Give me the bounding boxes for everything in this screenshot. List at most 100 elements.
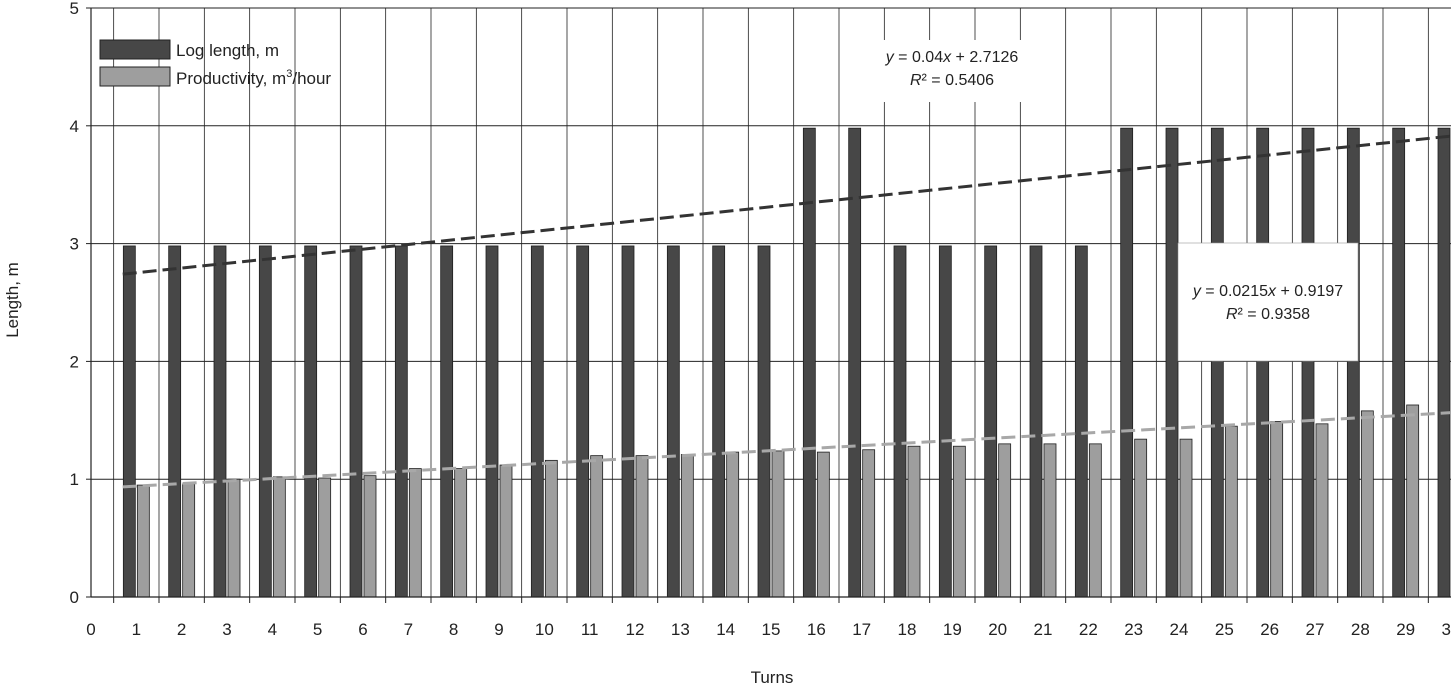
bar-log-length: [1256, 127, 1270, 598]
bar-log-length: [712, 245, 726, 598]
x-tick-label: 11: [581, 620, 599, 639]
trendline-productivity: [122, 411, 1451, 489]
legend-label-log-length: Log length, m: [176, 41, 279, 60]
x-tick-label: 9: [494, 620, 503, 639]
bar-productivity: [227, 478, 241, 598]
bar-productivity: [318, 477, 332, 598]
bar-log-length: [1301, 127, 1315, 598]
bar-productivity: [907, 445, 921, 598]
bar-log-length: [394, 245, 408, 598]
y-tick-label: 3: [70, 235, 79, 254]
bar-log-length: [485, 245, 499, 598]
bar-log-length: [1392, 127, 1406, 598]
equation-box-productivity: [1177, 242, 1359, 362]
bar-productivity: [1406, 404, 1420, 598]
x-tick-label: 27: [1306, 620, 1325, 639]
bar-productivity: [862, 449, 876, 598]
x-tick-label: 4: [268, 620, 277, 639]
bar-productivity: [408, 468, 422, 598]
equation-text-log-length: y = 0.04x + 2.7126: [885, 49, 1019, 66]
x-tick-label: 20: [988, 620, 1007, 639]
x-tick-label: 25: [1215, 620, 1234, 639]
x-tick-label: 30: [1442, 620, 1451, 639]
bar-productivity: [1270, 421, 1284, 598]
x-tick-label: 23: [1124, 620, 1143, 639]
y-tick-label: 0: [70, 588, 79, 607]
bar-log-length: [893, 245, 907, 598]
bar-productivity: [1134, 438, 1148, 598]
bar-productivity: [272, 476, 286, 598]
x-axis-title: Turns: [751, 668, 794, 686]
bar-productivity: [182, 483, 196, 598]
bar-log-length: [984, 245, 998, 598]
y-tick-label: 1: [70, 470, 79, 489]
x-tick-label: 19: [943, 620, 962, 639]
bar-productivity: [1315, 423, 1329, 598]
bar-log-length: [938, 245, 952, 598]
bar-log-length: [304, 245, 318, 598]
x-tick-label: 26: [1260, 620, 1279, 639]
r-squared-text-log-length: R² = 0.5406: [910, 72, 994, 89]
bar-log-length: [666, 245, 680, 598]
x-tick-label: 28: [1351, 620, 1370, 639]
trendline-log-length: [122, 134, 1451, 276]
bar-productivity: [952, 445, 966, 598]
trendline-equation-productivity: y = 0.0215x + 0.9197 R² = 0.9358: [1177, 242, 1359, 362]
bar-log-length: [757, 245, 771, 598]
x-tick-label: 29: [1396, 620, 1415, 639]
y-tick-label: 5: [70, 0, 79, 18]
bar-productivity: [1360, 410, 1374, 598]
trendlines: [122, 134, 1451, 489]
bar-log-length: [122, 245, 136, 598]
x-tick-label: 16: [807, 620, 826, 639]
x-tick-label: 15: [762, 620, 781, 639]
x-tick-label: 10: [535, 620, 554, 639]
y-tick-label: 4: [70, 117, 79, 136]
x-tick-label: 17: [852, 620, 871, 639]
x-tick-label: 0: [86, 620, 95, 639]
x-tick-label: 2: [177, 620, 186, 639]
bar-log-length: [1437, 127, 1451, 598]
x-tick-label: 18: [898, 620, 917, 639]
bar-productivity: [816, 451, 830, 598]
bar-productivity: [136, 484, 150, 598]
bar-productivity: [499, 464, 513, 598]
x-tick-label: 5: [313, 620, 322, 639]
x-tick-label: 22: [1079, 620, 1098, 639]
bar-log-length: [576, 245, 590, 598]
x-tick-label: 7: [404, 620, 413, 639]
x-tick-label: 6: [358, 620, 367, 639]
equation-text-productivity: y = 0.0215x + 0.9197: [1192, 283, 1343, 300]
r-squared-text-productivity: R² = 0.9358: [1226, 306, 1310, 323]
bar-log-length: [1074, 245, 1088, 598]
x-tick-label: 1: [132, 620, 141, 639]
legend-label-productivity: Productivity, m3/hour: [176, 68, 331, 88]
x-tick-label: 21: [1034, 620, 1053, 639]
bar-log-length: [1346, 127, 1360, 598]
bar-productivity: [726, 451, 740, 598]
y-axis-title: Length, m: [3, 262, 22, 338]
x-tick-label: 8: [449, 620, 458, 639]
bar-log-length: [1165, 127, 1179, 598]
bar-productivity: [1224, 425, 1238, 598]
bar-productivity: [590, 455, 604, 598]
bar-productivity: [454, 468, 468, 598]
bar-productivity: [998, 443, 1012, 598]
x-tick-label: 12: [626, 620, 645, 639]
y-tick-label: 2: [70, 352, 79, 371]
bar-productivity: [1043, 443, 1057, 598]
bar-log-length: [349, 245, 363, 598]
bar-productivity: [1088, 443, 1102, 598]
bar-log-length: [802, 127, 816, 598]
bar-log-length: [1210, 127, 1224, 598]
bar-log-length: [1120, 127, 1134, 598]
legend-swatch-productivity: [99, 66, 171, 87]
legend: Log length, m Productivity, m3/hour: [99, 39, 331, 88]
x-tick-label: 24: [1170, 620, 1189, 639]
bar-log-length: [440, 245, 454, 598]
x-tick-label: 14: [716, 620, 735, 639]
equation-box-log-length: [862, 40, 1042, 102]
bar-productivity: [635, 455, 649, 598]
legend-swatch-log-length: [99, 39, 171, 60]
